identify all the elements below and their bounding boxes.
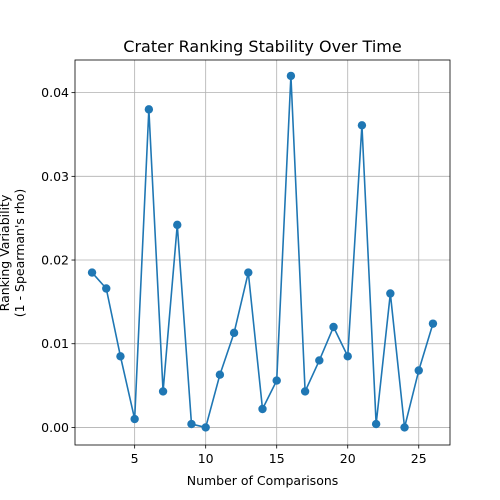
y-axis-ticks: 0.00 0.01 0.02 0.03 0.04 <box>41 85 75 435</box>
x-tick-label: 25 <box>411 451 427 466</box>
data-point <box>201 423 210 432</box>
y-tick-label: 0.02 <box>41 253 69 268</box>
y-axis-label-line-1: Ranking Variability <box>0 194 12 311</box>
y-axis-label-line-2: (1 - Spearman's rho) <box>12 189 27 317</box>
data-point <box>329 322 338 332</box>
data-series <box>87 71 438 432</box>
data-point <box>116 352 125 361</box>
data-point <box>229 328 239 338</box>
y-tick-label: 0.00 <box>41 420 69 435</box>
data-point <box>414 366 423 375</box>
data-point <box>357 121 367 130</box>
data-point <box>371 419 381 429</box>
x-tick-label: 20 <box>340 451 356 466</box>
data-point <box>158 387 168 396</box>
data-point <box>187 419 196 429</box>
chart-title: Crater Ranking Stability Over Time <box>123 37 401 56</box>
x-axis-label: Number of Comparisons <box>187 473 339 488</box>
x-axis-ticks: 5 10 15 20 25 <box>131 445 427 466</box>
data-point <box>386 289 395 298</box>
data-point <box>286 71 296 81</box>
data-point <box>343 352 352 361</box>
x-tick-label: 15 <box>269 451 285 466</box>
y-tick-label: 0.04 <box>41 85 69 100</box>
plot-frame <box>74 59 451 446</box>
data-point <box>428 319 438 328</box>
data-point <box>400 423 409 432</box>
data-point <box>244 268 253 277</box>
data-point <box>300 387 310 396</box>
x-tick-label: 5 <box>131 451 139 466</box>
data-point <box>258 404 267 414</box>
data-point <box>173 220 182 230</box>
y-tick-label: 0.03 <box>41 169 69 184</box>
data-point <box>102 284 111 293</box>
data-point <box>215 370 225 379</box>
data-point <box>87 268 97 277</box>
data-point <box>130 414 139 424</box>
data-point <box>272 376 281 385</box>
grid-lines <box>75 60 450 445</box>
x-tick-label: 10 <box>198 451 214 466</box>
data-point <box>144 105 154 114</box>
data-point <box>315 356 324 365</box>
y-tick-label: 0.01 <box>41 336 69 351</box>
y-axis-label-group: Ranking Variability (1 - Spearman's rho) <box>0 189 27 317</box>
